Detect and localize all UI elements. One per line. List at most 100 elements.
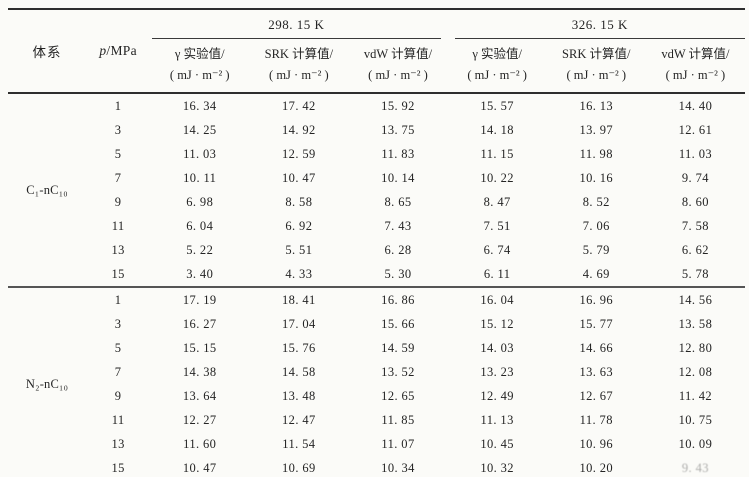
value-cell: 14. 58	[282, 364, 316, 379]
col-header-unit: ( mJ · m⁻² )	[566, 67, 627, 82]
value-cell: 5. 30	[384, 266, 412, 281]
pressure-cell: 13	[111, 242, 125, 257]
value-cell: 10. 47	[282, 170, 316, 185]
value-cell: 13. 48	[282, 388, 316, 403]
value-cell: 11. 03	[678, 146, 712, 161]
col-header-unit: ( mJ · m⁻² )	[169, 67, 230, 82]
col-header-srk-326: SRK 计算值/ ( mJ · m⁻² )	[546, 39, 646, 95]
surface-tension-table: 体系 p/MPa 298. 15 K 326. 15 K γ 实验值/ ( mJ…	[8, 8, 745, 477]
value-cell: 14. 38	[182, 364, 217, 379]
value-cell: 5. 51	[285, 242, 313, 257]
pressure-cell: 9	[114, 194, 122, 209]
value-cell: 8. 58	[285, 194, 313, 209]
pressure-cell: 1	[114, 98, 122, 113]
value-cell: 7. 51	[483, 218, 511, 233]
table-row: 3 16. 27 17. 04 15. 66 15. 12 15. 77 13. 58	[8, 312, 745, 336]
value-cell: 13. 63	[579, 364, 614, 379]
value-cell: 16. 34	[182, 98, 217, 113]
value-cell: 8. 52	[582, 194, 610, 209]
system-cell: N₂-nC₁₀	[8, 286, 87, 477]
value-cell: 16. 86	[348, 286, 448, 313]
value-cell: 4. 69	[582, 266, 610, 281]
value-cell: 6. 92	[285, 218, 313, 233]
pressure-cell: 7	[114, 170, 122, 185]
table-row: 15 3. 40 4. 33 5. 30 6. 11 4. 69 5. 78	[8, 262, 745, 287]
pressure-cell: 5	[114, 340, 122, 355]
table-row: 7 10. 11 10. 47 10. 14 10. 22 10. 16 9. 74	[8, 166, 745, 190]
value-cell: 11. 60	[183, 436, 217, 451]
value-cell: 8. 47	[483, 194, 511, 209]
value-cell: 17. 04	[282, 316, 316, 331]
col-header-vdw-326: vdW 计算值/ ( mJ · m⁻² )	[645, 39, 745, 95]
value-cell: 14. 03	[480, 340, 514, 355]
value-cell: 13. 52	[381, 364, 415, 379]
col-header-unit: ( mJ · m⁻² )	[269, 67, 329, 82]
value-cell: 9. 74	[681, 170, 709, 185]
table-row: 7 14. 38 14. 58 13. 52 13. 23 13. 63 12. 08	[8, 360, 745, 384]
pressure-unit: /MPa	[106, 43, 137, 59]
col-header-line1: γ 实验值/	[472, 47, 522, 61]
value-cell: 14. 92	[282, 122, 316, 137]
value-cell: 8. 65	[384, 194, 412, 209]
value-cell: 5. 79	[582, 242, 610, 257]
value-cell: 10. 75	[678, 412, 713, 427]
pressure-cell: 13	[111, 436, 125, 451]
value-cell: 16. 27	[182, 316, 217, 331]
table-row: N₂-nC₁₀ 1 17. 19 18. 41 16. 86 16. 04 16. 96 14…	[8, 286, 745, 477]
col-header-gamma-exp-298: γ 实验值/ ( mJ · m⁻² )	[150, 39, 250, 95]
value-cell: 11. 78	[579, 412, 613, 427]
value-cell: 10. 47	[182, 460, 217, 475]
temp-group-298: 298. 15 K	[150, 9, 447, 39]
col-header-line1: vdW 计算值/	[661, 47, 730, 61]
value-cell: 14. 66	[579, 340, 614, 355]
value-cell: 14. 40	[678, 98, 713, 113]
value-cell: 14. 56	[645, 286, 745, 313]
value-cell: 10. 20	[579, 460, 614, 475]
value-cell: 12. 08	[678, 364, 713, 379]
temperature-header-row: 体系 p/MPa 298. 15 K 326. 15 K	[8, 9, 745, 95]
value-cell: 15. 92	[381, 98, 415, 113]
value-cell: 7. 06	[582, 218, 610, 233]
pressure-cell: 15	[111, 266, 125, 281]
value-cell: 12. 47	[282, 412, 316, 427]
temp-label-326: 326. 15 K	[454, 15, 745, 39]
table-row: 11 12. 27 12. 47 11. 85 11. 13 11. 78 10. 75	[8, 408, 745, 432]
col-header-line1: γ 实验值/	[174, 47, 225, 61]
value-cell: 8. 60	[681, 194, 709, 209]
value-cell: 12. 67	[579, 388, 614, 403]
col-header-vdw-298: vdW 计算值/ ( mJ · m⁻² )	[348, 39, 448, 95]
value-cell: 15. 57	[480, 98, 514, 113]
table-row: 9 6. 98 8. 58 8. 65 8. 47 8. 52 8. 60	[8, 190, 745, 214]
col-header-unit: ( mJ · m⁻² )	[665, 67, 726, 82]
table-row: 5 11. 03 12. 59 11. 83 11. 15 11. 98 11. 03	[8, 142, 745, 166]
value-cell: 6. 11	[483, 266, 511, 281]
value-cell: 16. 96	[546, 286, 646, 313]
pressure-cell: 11	[111, 218, 125, 233]
col-header-line1: vdW 计算值/	[363, 47, 433, 61]
table-body: C₁-nC₁₀ 1 16. 34 17. 42 15. 92 15. 57 16. 13 14…	[8, 93, 745, 477]
value-cell: 11. 42	[678, 388, 712, 403]
value-cell: 6. 74	[483, 242, 511, 257]
value-cell: 16. 04	[447, 286, 547, 313]
system-cell: C₁-nC₁₀	[26, 182, 68, 197]
value-cell: 17. 42	[282, 98, 316, 113]
value-cell: 12. 27	[182, 412, 217, 427]
col-header-unit: ( mJ · m⁻² )	[368, 67, 428, 82]
value-cell: 15. 76	[282, 340, 316, 355]
value-cell: 14. 18	[480, 122, 514, 137]
value-cell: 11. 13	[480, 412, 514, 427]
value-cell: 13. 97	[579, 122, 614, 137]
temp-label-298: 298. 15 K	[152, 15, 441, 39]
value-cell: 14. 25	[182, 122, 217, 137]
value-cell: 11. 98	[579, 146, 613, 161]
pressure-cell: 5	[114, 146, 122, 161]
value-cell: 6. 28	[384, 242, 412, 257]
col-header-gamma-exp-326: γ 实验值/ ( mJ · m⁻² )	[447, 39, 547, 95]
value-cell: 9. 43	[681, 460, 709, 475]
value-cell: 6. 98	[186, 194, 214, 209]
value-cell: 15. 77	[579, 316, 614, 331]
pressure-cell: 7	[114, 364, 122, 379]
value-cell: 7. 58	[681, 218, 709, 233]
system-header-label: 体系	[32, 45, 62, 61]
value-cell: 4. 33	[285, 266, 313, 281]
